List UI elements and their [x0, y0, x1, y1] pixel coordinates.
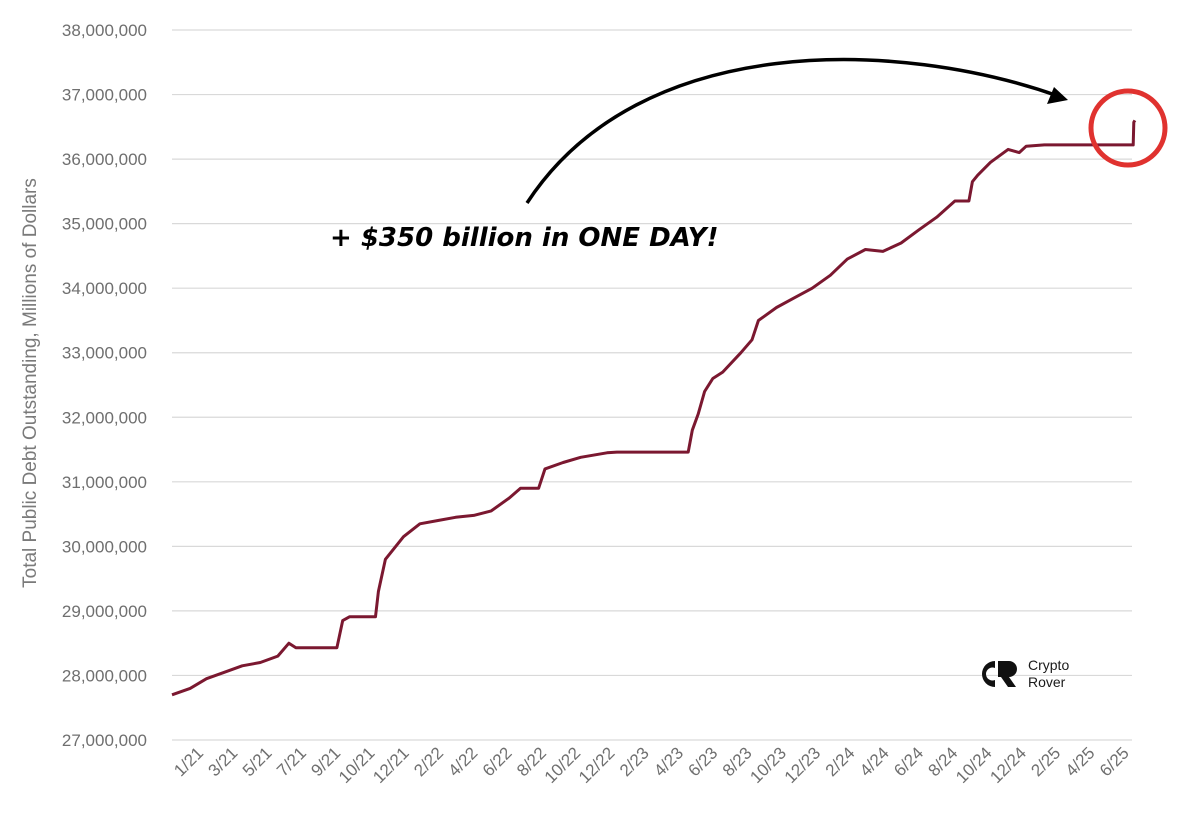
x-tick-label: 6/25	[1096, 743, 1133, 780]
x-tick-labels: 1/213/215/217/219/2110/2112/212/224/226/…	[170, 743, 1133, 787]
x-tick-label: 1/21	[170, 743, 207, 780]
y-tick-label: 29,000,000	[62, 602, 147, 621]
gridlines	[172, 29, 1132, 741]
watermark-line-1: Crypto	[1028, 657, 1069, 673]
series-layer	[171, 119, 1137, 697]
x-tick-label: 3/21	[205, 743, 242, 780]
y-tick-label: 28,000,000	[62, 666, 147, 685]
y-tick-label: 33,000,000	[62, 344, 147, 363]
x-tick-label: 12/21	[369, 743, 413, 787]
annotation-text: + $350 billion in ONE DAY!	[330, 223, 719, 253]
y-tick-label: 34,000,000	[62, 279, 147, 298]
y-tick-label: 32,000,000	[62, 408, 147, 427]
crypto-rover-logo-icon	[982, 661, 1017, 687]
x-tick-label: 4/22	[445, 743, 482, 780]
x-tick-label: 5/21	[239, 743, 276, 780]
highlight-circle	[1088, 88, 1168, 168]
x-tick-label: 12/22	[575, 743, 619, 787]
crypto-rover-watermark: Crypto Rover	[982, 657, 1069, 690]
x-tick-label: 12/23	[781, 743, 825, 787]
series-line	[171, 119, 1137, 697]
y-tick-label: 27,000,000	[62, 731, 147, 750]
y-tick-labels: 27,000,000 28,000,000 29,000,000 30,000,000…	[62, 21, 147, 750]
y-tick-label: 36,000,000	[62, 150, 147, 169]
x-tick-label: 2/22	[410, 743, 447, 780]
y-tick-label: 38,000,000	[62, 21, 147, 40]
x-tick-label: 10/21	[335, 743, 379, 787]
x-tick-label: 4/23	[650, 743, 687, 780]
y-tick-label: 31,000,000	[62, 473, 147, 492]
x-tick-label: 7/21	[273, 743, 310, 780]
x-tick-label: 6/24	[890, 743, 927, 780]
x-tick-label: 2/23	[616, 743, 653, 780]
x-tick-label: 6/22	[479, 743, 516, 780]
annotation-arrow	[525, 57, 1059, 204]
y-tick-label: 30,000,000	[62, 537, 147, 556]
y-tick-label: 35,000,000	[62, 215, 147, 234]
x-tick-label: 12/24	[986, 743, 1030, 787]
x-tick-label: 4/25	[1062, 743, 1099, 780]
y-tick-label: 37,000,000	[62, 86, 147, 105]
x-tick-label: 2/25	[1027, 743, 1064, 780]
x-tick-label: 10/24	[952, 743, 996, 787]
x-tick-label: 6/23	[685, 743, 722, 780]
x-tick-label: 2/24	[822, 743, 859, 780]
x-tick-label: 10/23	[746, 743, 790, 787]
arrow-head-icon	[1047, 87, 1068, 104]
y-axis-title: Total Public Debt Outstanding, Millions …	[20, 178, 41, 588]
x-tick-label: 10/22	[541, 743, 585, 787]
watermark-line-2: Rover	[1028, 674, 1066, 690]
x-tick-label: 4/24	[856, 743, 893, 780]
